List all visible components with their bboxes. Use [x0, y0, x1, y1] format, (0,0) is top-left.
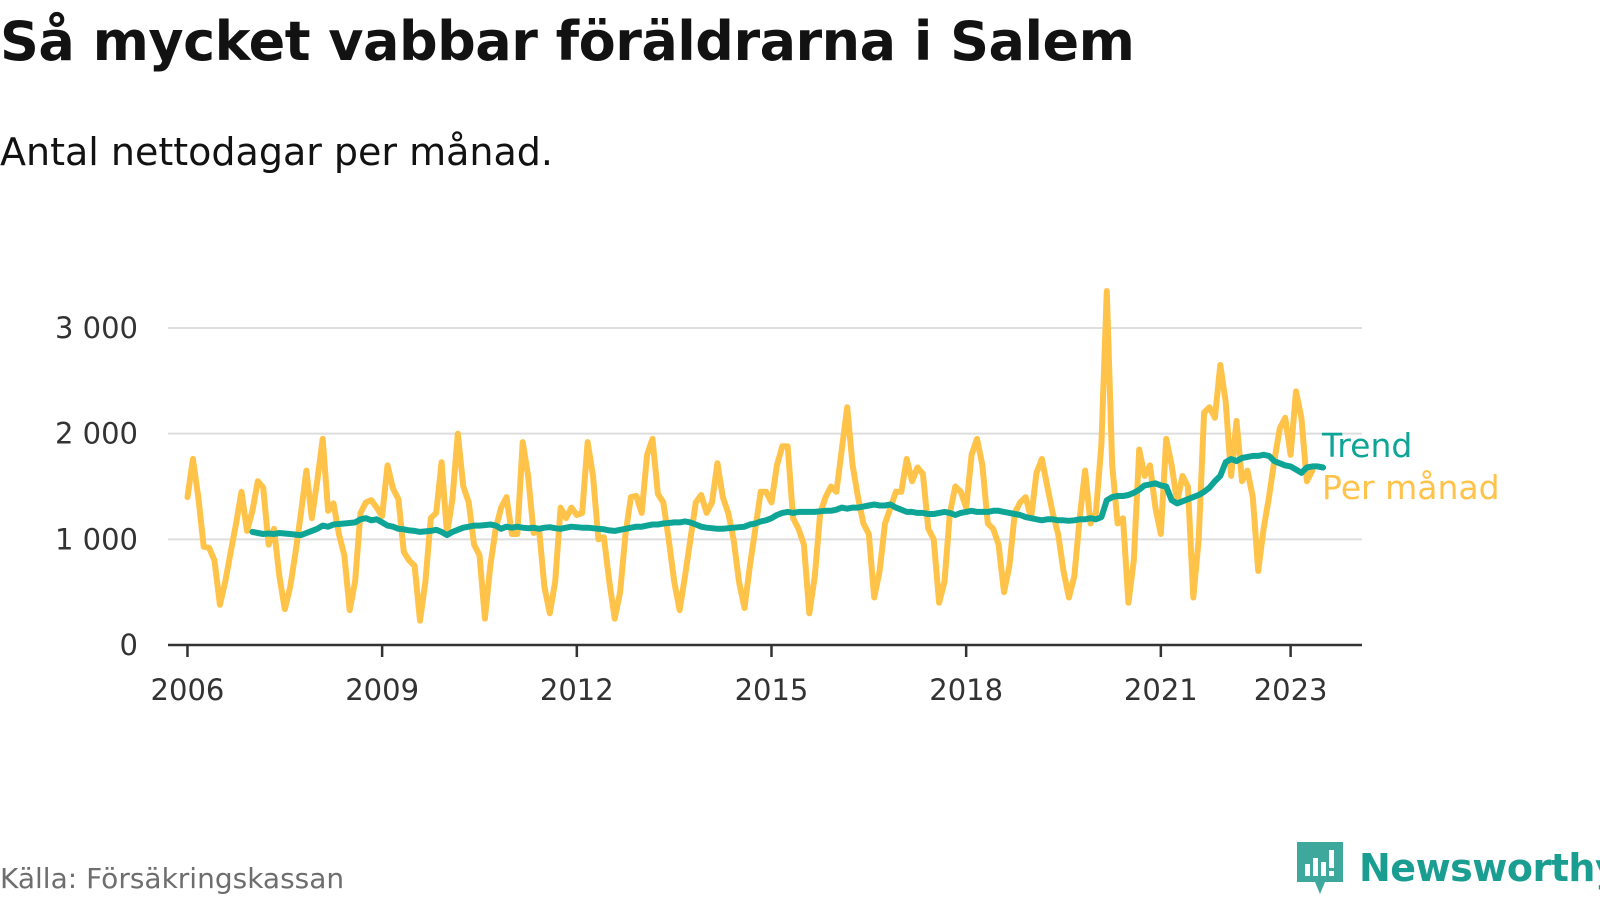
- newsworthy-brand[interactable]: Newsworthy: [1295, 840, 1600, 896]
- legend-label-per-manad: Per månad: [1322, 468, 1500, 507]
- chart-title: Så mycket vabbar föräldrarna i Salem: [0, 10, 1135, 73]
- brand-name: Newsworthy: [1359, 846, 1600, 890]
- source-note: Källa: Försäkringskassan: [0, 862, 345, 895]
- x-tick-label: 2015: [735, 673, 809, 707]
- x-tick-label: 2009: [345, 673, 419, 707]
- x-tick-label: 2018: [929, 673, 1003, 707]
- x-tick-label: 2006: [151, 673, 225, 707]
- series-line-per-manad: [184, 288, 1316, 624]
- grid-lines: [168, 327, 1362, 541]
- x-axis-ticks: 2006 2009 2012 2015 2018 2021 2023: [151, 643, 1362, 707]
- y-axis-ticks: 0 1 000 2 000 3 000: [55, 311, 138, 662]
- y-tick-label: 2 000: [55, 417, 138, 451]
- series-line-trend: [249, 451, 1327, 539]
- x-tick-label: 2023: [1254, 673, 1328, 707]
- y-tick-label: 0: [120, 628, 138, 662]
- x-tick-label: 2021: [1124, 673, 1198, 707]
- x-tick-label: 2012: [540, 673, 614, 707]
- line-chart: 0 1 000 2 000 3 000 2006 2009 2012 2015 2018 202…: [55, 288, 1500, 707]
- y-tick-label: 1 000: [55, 522, 138, 556]
- y-tick-label: 3 000: [55, 311, 138, 345]
- series-lines: [184, 288, 1327, 624]
- chart-subtitle: Antal nettodagar per månad.: [0, 130, 554, 174]
- newsworthy-logo-icon: [1297, 842, 1343, 894]
- legend-label-trend: Trend: [1321, 426, 1412, 465]
